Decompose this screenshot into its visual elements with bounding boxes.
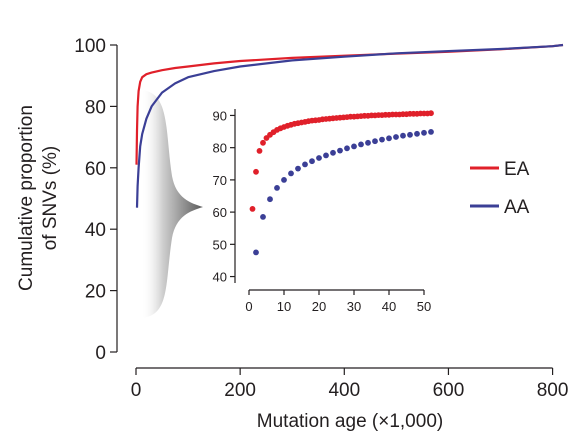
inset-point-ea — [253, 168, 259, 175]
inset-y-tick-label: 40 — [213, 270, 227, 285]
inset-point-aa — [267, 196, 273, 203]
x-tick-label: 600 — [433, 380, 465, 401]
highlight-brace — [141, 90, 203, 318]
y-tick-label: 0 — [95, 343, 106, 364]
inset-point-aa — [428, 129, 434, 135]
inset-point-aa — [288, 170, 294, 177]
series-line-ea — [135, 43, 564, 165]
inset-y-tick-label: 50 — [213, 237, 227, 252]
inset-point-ea — [428, 110, 434, 117]
inset-point-aa — [372, 138, 378, 145]
inset-y-tick-label: 80 — [213, 141, 227, 156]
inset-point-aa — [295, 165, 301, 172]
inset-point-aa — [337, 147, 343, 154]
inset-point-aa — [358, 141, 364, 148]
inset-point-aa — [365, 139, 371, 146]
x-tick-label: 400 — [328, 380, 360, 401]
inset-point-aa — [309, 158, 315, 165]
inset-point-ea — [249, 206, 256, 212]
y-axis-title: Cumulative proportion of SNVs (%) — [16, 105, 61, 291]
x-tick-label: 200 — [224, 380, 256, 401]
y-tick-label: 100 — [74, 36, 106, 57]
x-tick-label: 800 — [537, 380, 569, 401]
inset-point-aa — [351, 143, 357, 150]
x-axis-title: Mutation age (×1,000) — [257, 411, 443, 432]
inset-x-tick-label: 30 — [347, 299, 361, 314]
inset-point-aa — [386, 135, 392, 142]
inset-y-tick-label: 60 — [213, 205, 227, 220]
inset-point-aa — [393, 134, 399, 140]
inset-point-aa — [260, 214, 266, 220]
legend-label-ea: EA — [504, 159, 530, 180]
inset-point-aa — [344, 145, 350, 152]
y-tick-label: 40 — [85, 220, 106, 241]
y-axis-title-line: Cumulative proportion — [16, 105, 37, 291]
inset-x-tick-label: 50 — [417, 299, 431, 314]
y-tick-label: 80 — [85, 97, 106, 118]
inset-point-aa — [407, 131, 413, 138]
inset-point-aa — [323, 152, 329, 159]
inset-point-aa — [281, 177, 287, 183]
inset-point-aa — [330, 149, 336, 156]
y-tick-label: 20 — [85, 282, 106, 303]
legend-label-aa: AA — [504, 197, 530, 218]
inset-point-aa — [400, 132, 406, 139]
y-tick-label: 60 — [85, 159, 106, 180]
inset-point-aa — [316, 155, 322, 161]
inset-point-aa — [274, 185, 280, 191]
inset-point-ea — [256, 148, 263, 154]
x-tick-label: 0 — [131, 380, 142, 401]
y-axis-title-line: of SNVs (%) — [40, 146, 61, 251]
inset-x-tick-label: 0 — [245, 299, 252, 314]
inset-point-aa — [379, 136, 385, 143]
inset-point-aa — [414, 130, 420, 137]
inset-y-tick-label: 70 — [213, 173, 227, 188]
inset-x-tick-label: 10 — [277, 299, 291, 314]
inset-x-tick-label: 20 — [312, 299, 326, 314]
inset-point-aa — [302, 161, 308, 168]
series-line-aa — [135, 43, 564, 208]
inset-point-aa — [253, 249, 259, 256]
inset-point-aa — [421, 129, 427, 136]
inset-y-tick-label: 90 — [213, 108, 227, 123]
inset-point-ea — [260, 139, 266, 146]
inset-x-tick-label: 40 — [382, 299, 396, 314]
